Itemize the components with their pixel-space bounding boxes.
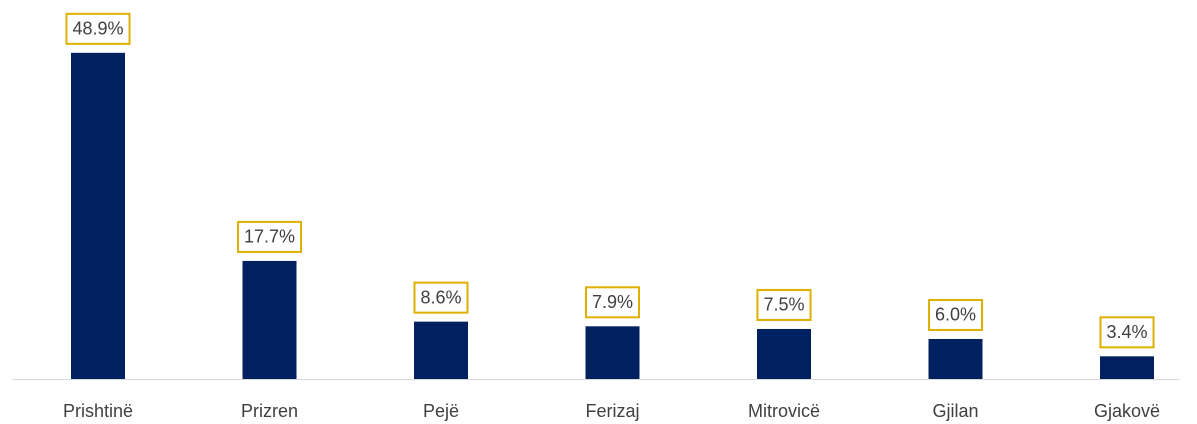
data-label-box (65, 12, 131, 45)
x-tick-label: Prizren (241, 401, 298, 421)
bar (414, 321, 468, 379)
data-label: 6.0% (935, 305, 976, 325)
data-label: 7.5% (763, 295, 804, 315)
data-label-box (927, 298, 984, 331)
data-label: 17.7% (244, 227, 295, 247)
data-label: 48.9% (72, 19, 123, 39)
data-label-box (584, 286, 641, 319)
data-label-box (756, 288, 812, 321)
data-label: 7.9% (592, 292, 633, 312)
bar (71, 52, 125, 379)
bar (585, 326, 640, 379)
x-tick-label: Mitrovicë (748, 401, 820, 421)
x-tick-label: Prishtinë (63, 401, 133, 421)
data-label-box (413, 281, 469, 314)
data-label-box (236, 220, 303, 253)
x-tick-label: Gjilan (932, 401, 978, 421)
bar (757, 328, 811, 379)
data-label: 3.4% (1106, 322, 1147, 342)
bar (928, 338, 983, 379)
x-tick-label: Ferizaj (585, 401, 639, 421)
bar (1100, 356, 1154, 379)
data-label-box (1099, 316, 1155, 349)
bar (242, 260, 297, 379)
x-tick-label: Pejë (423, 401, 459, 421)
x-tick-label: Gjakovë (1094, 401, 1160, 421)
data-label: 8.6% (420, 287, 461, 307)
